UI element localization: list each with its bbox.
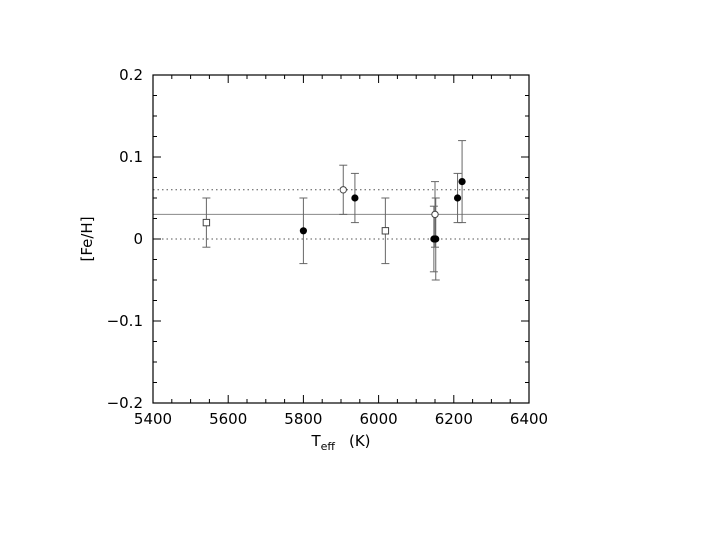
- x-tick-label: 6200: [435, 410, 473, 428]
- axis-ticks: [152, 74, 530, 404]
- data-point-filled-circle: [299, 227, 307, 235]
- x-axis-label-subscript: eff: [321, 440, 336, 453]
- x-axis-label: Teff (K): [310, 432, 370, 453]
- x-tick-label: 5400: [134, 410, 172, 428]
- x-tick-label: 6000: [360, 410, 398, 428]
- y-axis-label: [Fe/H]: [78, 216, 96, 261]
- data-point-filled-circle: [432, 235, 440, 243]
- data-point-open-circle: [431, 210, 439, 219]
- x-axis-label-main: T: [310, 432, 321, 450]
- y-tick-labels: −0.2 −0.1 0 0.1 0.2: [107, 66, 143, 412]
- y-tick-label: −0.1: [107, 312, 143, 330]
- x-tick-labels: 5400 5600 5800 6000 6200 6400: [134, 410, 548, 428]
- data-point-open-square: [381, 227, 390, 235]
- data-points: [202, 178, 466, 243]
- data-point-open-square: [202, 218, 211, 227]
- y-tick-label: 0.2: [119, 66, 143, 84]
- y-tick-label: 0: [133, 230, 143, 248]
- data-point-filled-circle: [458, 178, 466, 186]
- data-point-filled-circle: [453, 194, 462, 202]
- y-tick-label: 0.1: [119, 148, 143, 166]
- data-point-open-circle: [339, 186, 347, 194]
- x-axis-label-unit: (K): [349, 432, 371, 450]
- error-bars: [202, 140, 467, 281]
- x-tick-label: 6400: [510, 410, 548, 428]
- x-tick-label: 5600: [209, 410, 247, 428]
- data-point-filled-circle: [351, 194, 359, 202]
- y-tick-label: −0.2: [107, 394, 143, 412]
- x-tick-label: 5800: [284, 410, 322, 428]
